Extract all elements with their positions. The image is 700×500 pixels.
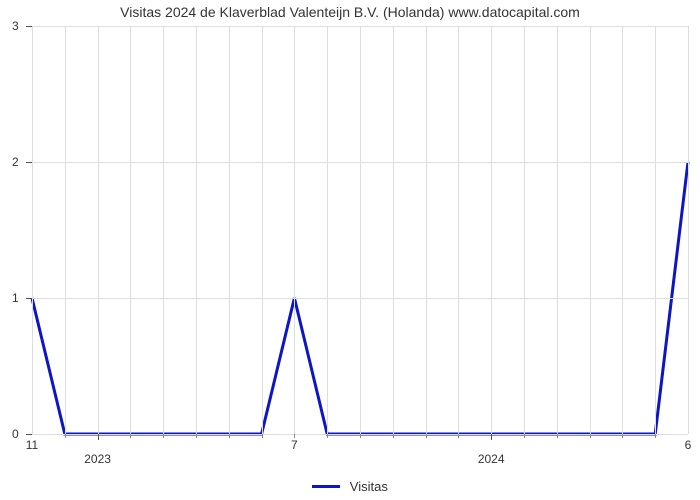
y-tick-label: 0 bbox=[12, 427, 19, 441]
x-label-month: 6 bbox=[685, 438, 692, 452]
grid-horizontal bbox=[32, 162, 688, 163]
grid-vertical bbox=[590, 26, 591, 434]
x-label-year: 2024 bbox=[478, 452, 505, 466]
chart-title: Visitas 2024 de Klaverblad Valenteijn B.… bbox=[0, 4, 700, 20]
chart-container: Visitas 2024 de Klaverblad Valenteijn B.… bbox=[0, 0, 700, 500]
grid-horizontal bbox=[32, 298, 688, 299]
y-tick-label: 3 bbox=[12, 19, 19, 33]
grid-vertical bbox=[458, 26, 459, 434]
grid-vertical bbox=[557, 26, 558, 434]
grid-vertical bbox=[393, 26, 394, 434]
y-tick-label: 2 bbox=[12, 155, 19, 169]
x-label-month: 7 bbox=[291, 438, 298, 452]
grid-vertical bbox=[622, 26, 623, 434]
grid-vertical bbox=[130, 26, 131, 434]
plot-area: 0123 bbox=[32, 26, 688, 435]
legend-swatch bbox=[312, 485, 340, 488]
grid-vertical bbox=[196, 26, 197, 434]
grid-vertical bbox=[426, 26, 427, 434]
grid-vertical bbox=[65, 26, 66, 434]
grid-vertical bbox=[98, 26, 99, 434]
grid-vertical bbox=[229, 26, 230, 434]
grid-vertical bbox=[655, 26, 656, 434]
grid-horizontal bbox=[32, 26, 688, 27]
y-tick-label: 1 bbox=[12, 291, 19, 305]
legend-label: Visitas bbox=[350, 479, 388, 494]
grid-vertical bbox=[32, 26, 33, 434]
x-label-year: 2023 bbox=[84, 452, 111, 466]
grid-vertical bbox=[163, 26, 164, 434]
grid-vertical bbox=[327, 26, 328, 434]
x-axis-labels: 117620232024 bbox=[32, 438, 688, 452]
grid-vertical bbox=[360, 26, 361, 434]
legend: Visitas bbox=[0, 478, 700, 494]
x-label-month: 11 bbox=[26, 438, 38, 452]
grid-vertical bbox=[262, 26, 263, 434]
grid-vertical bbox=[491, 26, 492, 434]
grid-vertical bbox=[688, 26, 689, 434]
grid-vertical bbox=[524, 26, 525, 434]
grid-vertical bbox=[294, 26, 295, 434]
